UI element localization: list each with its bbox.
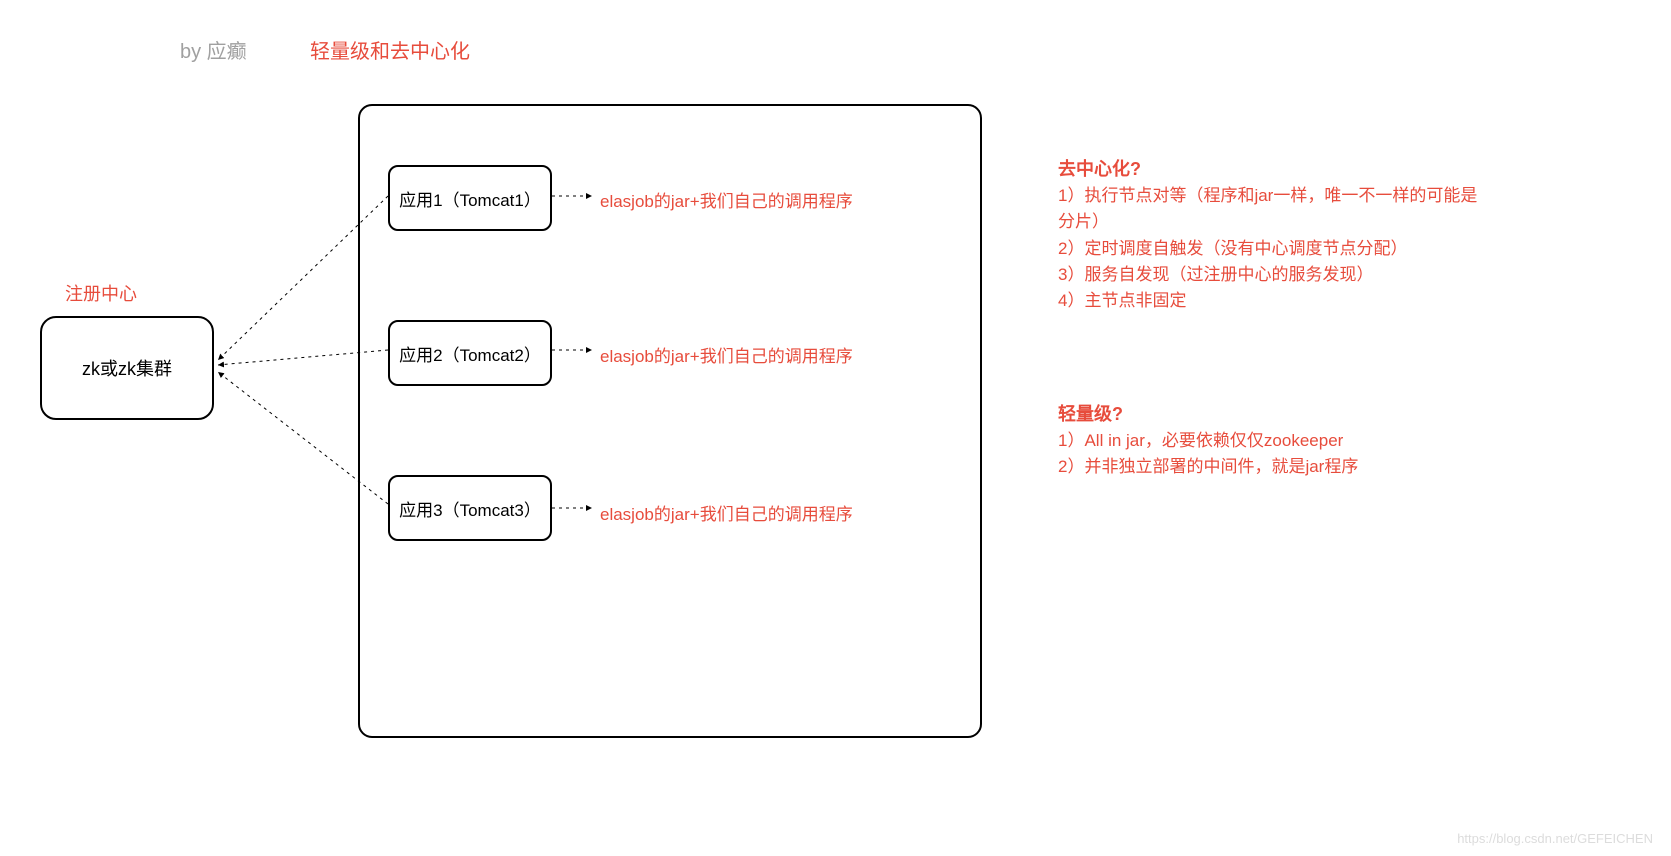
app-node-2-label: 应用2（Tomcat2）	[399, 341, 541, 366]
zk-node-label: zk或zk集群	[82, 355, 172, 381]
app-node-3-label: 应用3（Tomcat3）	[399, 496, 541, 521]
app-desc-3: elasjob的jar+我们自己的调用程序	[600, 500, 853, 525]
app-desc-2: elasjob的jar+我们自己的调用程序	[600, 342, 853, 367]
app-node-2: 应用2（Tomcat2）	[388, 320, 552, 386]
app-desc-1: elasjob的jar+我们自己的调用程序	[600, 187, 853, 212]
section1-line1: 1）执行节点对等（程序和jar一样，唯一不一样的可能是分片）	[1058, 183, 1478, 234]
section1-title: 去中心化?	[1058, 155, 1141, 181]
section2-line1: 1）All in jar，必要依赖仅仅zookeeper	[1058, 428, 1478, 454]
app-node-3: 应用3（Tomcat3）	[388, 475, 552, 541]
section1-line4: 4）主节点非固定	[1058, 288, 1478, 314]
zk-node: zk或zk集群	[40, 316, 214, 420]
zk-caption: 注册中心	[65, 280, 137, 306]
app-node-1: 应用1（Tomcat1）	[388, 165, 552, 231]
author-label: by 应癫	[180, 35, 247, 64]
section2-line2: 2）并非独立部署的中间件，就是jar程序	[1058, 454, 1478, 480]
section1-line3: 3）服务自发现（过注册中心的服务发现）	[1058, 262, 1478, 288]
app-node-1-label: 应用1（Tomcat1）	[399, 186, 541, 211]
watermark: https://blog.csdn.net/GEFEICHEN	[1457, 831, 1653, 846]
section1-line2: 2）定时调度自触发（没有中心调度节点分配）	[1058, 236, 1478, 262]
page-title: 轻量级和去中心化	[310, 35, 470, 64]
section2-title: 轻量级?	[1058, 400, 1123, 426]
